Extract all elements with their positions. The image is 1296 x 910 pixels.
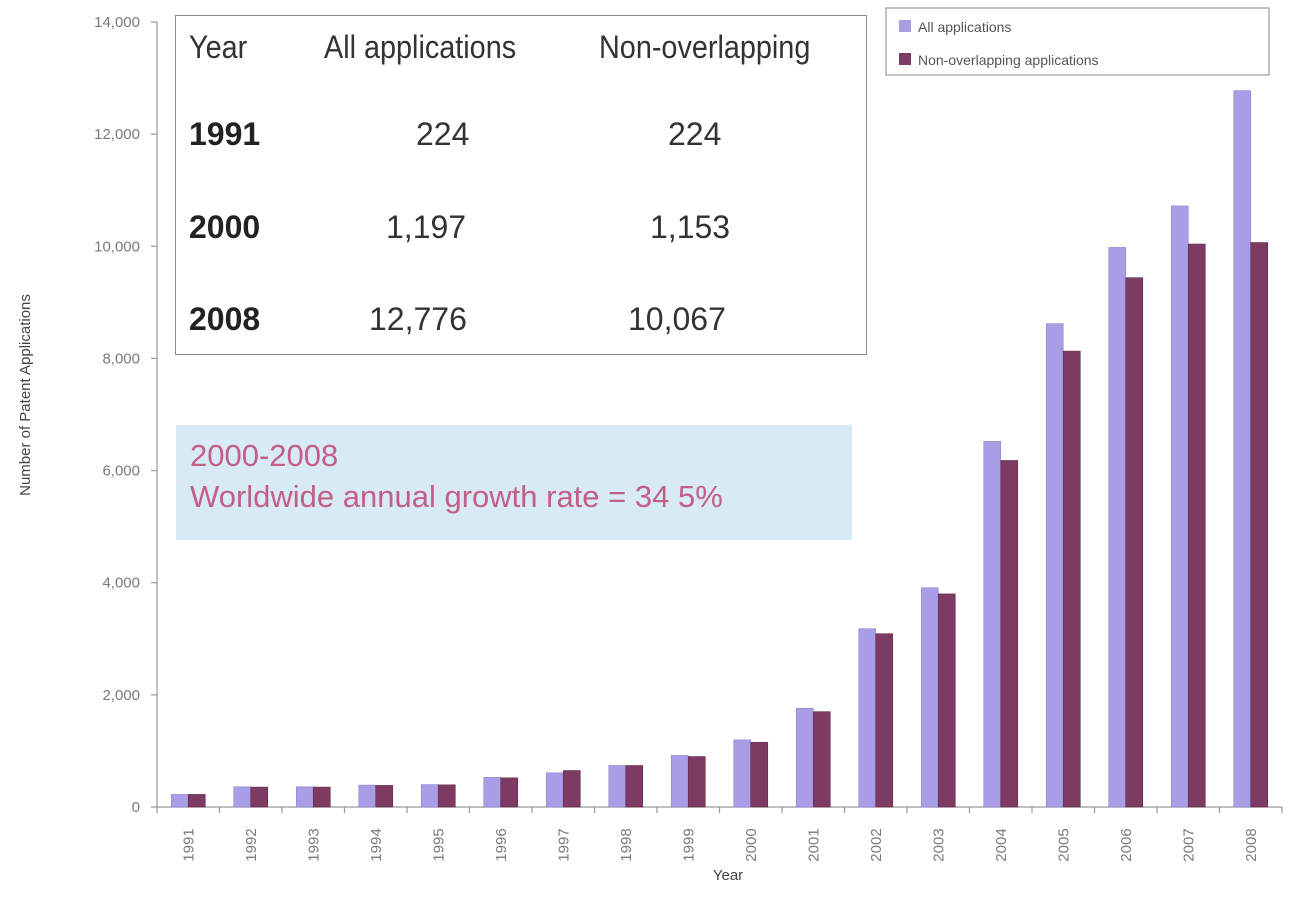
bar-non-overlapping-applications — [750, 742, 769, 808]
bar-non-overlapping-applications — [1062, 350, 1081, 808]
bar-non-overlapping-applications — [1187, 243, 1206, 808]
table-row-all: 12,776 — [369, 301, 467, 337]
y-tick-label: 2,000 — [102, 687, 140, 704]
bar-non-overlapping-applications — [312, 786, 331, 808]
y-tick-label: 12,000 — [94, 126, 140, 143]
y-tick-label: 8,000 — [102, 350, 140, 367]
x-tick-label: 2007 — [1180, 828, 1197, 861]
table-row-year: 1991 — [189, 116, 261, 152]
x-tick-label: 1994 — [368, 828, 385, 861]
table-row-non-overlapping: 224 — [668, 116, 722, 152]
bar-all-applications — [295, 786, 314, 808]
bar-non-overlapping-applications — [1000, 460, 1019, 808]
bar-all-applications — [170, 794, 189, 808]
growth-period: 2000-2008 — [190, 438, 339, 473]
bar-all-applications — [483, 776, 502, 808]
table-row-year: 2000 — [189, 209, 261, 245]
bar-all-applications — [1108, 247, 1127, 808]
table-row-year: 2008 — [189, 301, 261, 337]
bar-all-applications — [358, 784, 377, 808]
x-tick-label: 2006 — [1118, 828, 1135, 861]
bar-all-applications — [733, 739, 752, 808]
table-row-all: 1,197 — [386, 209, 467, 245]
bar-non-overlapping-applications — [1125, 277, 1144, 808]
x-tick-label: 1996 — [493, 828, 510, 861]
legend-label-non-overlapping: Non-overlapping applications — [918, 52, 1099, 68]
x-tick-label: 1998 — [618, 828, 635, 861]
x-tick-label: 1992 — [243, 828, 260, 861]
bar-all-applications — [983, 441, 1002, 808]
bar-all-applications — [420, 784, 439, 808]
bar-non-overlapping-applications — [375, 785, 394, 808]
bar-non-overlapping-applications — [937, 593, 956, 808]
growth-rate-annotation: 2000-2008 Worldwide annual growth rate =… — [176, 425, 852, 540]
table-header-all: All applications — [324, 29, 517, 65]
legend-frame — [885, 7, 1270, 76]
bar-non-overlapping-applications — [250, 786, 269, 808]
bar-all-applications — [858, 628, 877, 808]
bar-all-applications — [1045, 323, 1064, 808]
bar-non-overlapping-applications — [187, 794, 206, 808]
y-axis-title: Number of Patent Applications — [17, 294, 34, 496]
x-tick-label: 1991 — [180, 828, 197, 861]
bar-non-overlapping-applications — [437, 784, 456, 808]
x-tick-label: 1995 — [430, 828, 447, 861]
y-axis: 0 2,000 4,000 6,000 8,000 10,000 12,000 14,000 — [94, 14, 158, 816]
y-tick-label: 0 — [132, 799, 140, 816]
x-tick-label: 2005 — [1055, 828, 1072, 861]
legend: All applications Non-overlapping applica… — [885, 7, 1270, 76]
table-header-year: Year — [189, 29, 248, 65]
table-row-non-overlapping: 1,153 — [650, 209, 731, 245]
x-tick-label: 2008 — [1243, 828, 1260, 861]
bar-non-overlapping-applications — [687, 756, 706, 808]
bar-all-applications — [608, 765, 627, 808]
growth-rate-text: Worldwide annual growth rate = 34 5% — [190, 479, 723, 514]
x-axis: 1991 1992 1993 1994 1995 1996 1997 1998 1999 2000… — [156, 806, 1283, 862]
legend-swatch-all — [899, 20, 911, 32]
bar-non-overlapping-applications — [812, 711, 831, 808]
bar-all-applications — [233, 786, 252, 808]
legend-swatch-non-overlapping — [899, 53, 911, 65]
y-tick-label: 10,000 — [94, 238, 140, 255]
x-axis-title: Year — [713, 867, 743, 884]
x-tick-label: 2000 — [743, 828, 760, 861]
y-tick-label: 6,000 — [102, 463, 140, 480]
x-tick-label: 2002 — [868, 828, 885, 861]
x-tick-label: 1993 — [305, 828, 322, 861]
table-row-non-overlapping: 10,067 — [628, 301, 726, 337]
summary-table: Year All applications Non-overlapping 19… — [175, 15, 867, 355]
bar-non-overlapping-applications — [1250, 242, 1269, 808]
bar-all-applications — [1170, 205, 1189, 808]
x-tick-label: 1997 — [555, 828, 572, 861]
bar-all-applications — [920, 587, 939, 808]
x-tick-label: 2003 — [930, 828, 947, 861]
x-tick-label: 1999 — [680, 828, 697, 861]
table-header-non-overlapping: Non-overlapping — [599, 29, 811, 65]
bars — [170, 90, 1269, 808]
bar-non-overlapping-applications — [500, 777, 519, 808]
bar-non-overlapping-applications — [562, 770, 581, 808]
bar-non-overlapping-applications — [625, 765, 644, 808]
y-tick-label: 4,000 — [102, 575, 140, 592]
legend-label-all: All applications — [918, 19, 1011, 35]
bar-non-overlapping-applications — [875, 633, 894, 808]
bar-all-applications — [795, 708, 814, 808]
y-tick-label: 14,000 — [94, 14, 140, 31]
bar-all-applications — [1233, 90, 1252, 808]
bar-all-applications — [545, 772, 564, 808]
x-tick-label: 2001 — [805, 828, 822, 861]
table-row-all: 224 — [416, 116, 470, 152]
x-tick-label: 2004 — [993, 828, 1010, 861]
bar-all-applications — [670, 755, 689, 808]
